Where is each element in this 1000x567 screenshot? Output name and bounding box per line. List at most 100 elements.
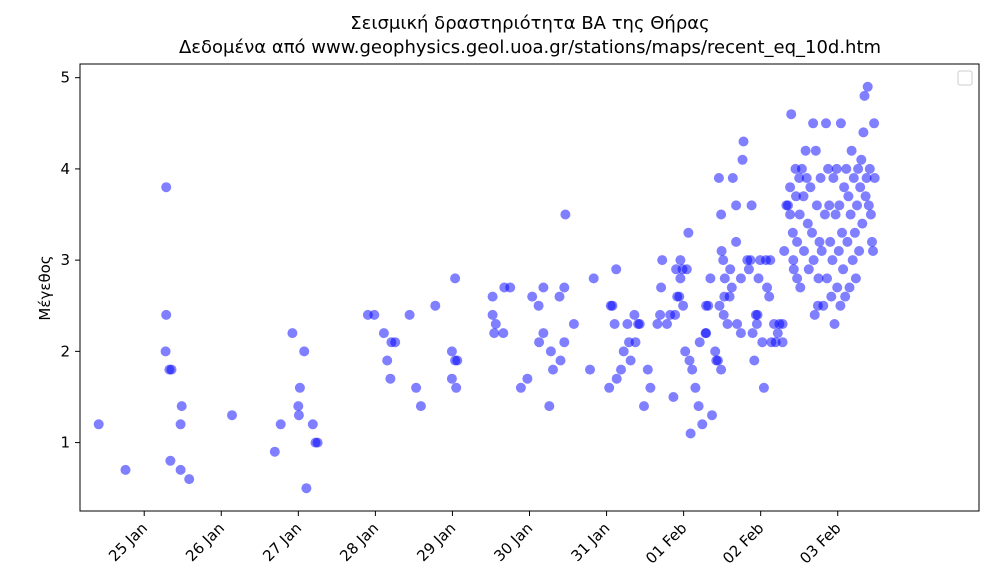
data-point <box>657 255 668 266</box>
data-point <box>120 464 131 475</box>
data-point <box>753 273 764 284</box>
data-point <box>450 273 461 284</box>
data-point <box>175 464 186 475</box>
data-point <box>765 255 776 266</box>
data-point <box>757 337 768 348</box>
x-tick-label: 03 Feb <box>796 519 844 567</box>
data-point <box>824 200 835 211</box>
data-point <box>693 401 704 412</box>
y-tick-label: 3 <box>60 251 70 269</box>
data-point <box>490 319 501 329</box>
data-point <box>227 410 237 421</box>
x-tick-label: 29 Jan <box>413 519 459 565</box>
data-point <box>184 474 195 485</box>
data-point <box>745 255 756 266</box>
data-point <box>716 246 727 256</box>
data-point <box>801 173 812 183</box>
data-point <box>604 382 615 393</box>
data-point <box>548 364 558 375</box>
data-point <box>785 182 796 193</box>
data-point <box>808 255 819 266</box>
data-point <box>762 282 773 293</box>
data-point <box>735 328 746 339</box>
data-point <box>815 173 826 183</box>
data-point <box>299 346 310 357</box>
data-point <box>758 382 769 393</box>
data-point <box>791 191 801 202</box>
data-point <box>675 255 686 266</box>
data-point <box>642 364 653 375</box>
x-tick-label: 31 Jan <box>567 519 613 565</box>
data-point <box>703 300 714 311</box>
data-point <box>867 236 877 247</box>
data-point <box>656 282 667 293</box>
data-point <box>385 373 396 384</box>
data-point <box>819 209 830 220</box>
data-point <box>783 200 793 211</box>
data-point <box>777 337 788 348</box>
data-point <box>611 264 622 275</box>
data-point <box>662 319 672 329</box>
data-point <box>788 264 799 275</box>
data-point <box>860 191 871 202</box>
data-point <box>560 209 571 220</box>
data-point <box>731 200 742 211</box>
data-point <box>849 227 860 238</box>
data-point <box>798 191 809 202</box>
data-point <box>690 382 701 393</box>
data-point <box>859 90 870 101</box>
data-point <box>835 300 846 311</box>
data-point <box>834 200 845 211</box>
data-point <box>722 319 733 329</box>
data-point <box>807 227 817 238</box>
data-point <box>287 328 298 339</box>
data-point <box>813 273 824 284</box>
data-point <box>846 145 857 156</box>
y-tick-label: 4 <box>60 160 70 178</box>
data-point <box>545 346 556 357</box>
data-point <box>805 182 816 193</box>
data-point <box>390 337 401 348</box>
data-point <box>852 200 862 211</box>
data-point <box>792 273 803 284</box>
data-point <box>701 328 712 339</box>
data-point <box>829 319 840 329</box>
data-point <box>718 309 729 320</box>
data-point <box>837 227 847 238</box>
data-point <box>847 255 858 266</box>
data-point <box>869 118 880 129</box>
data-point <box>861 173 872 183</box>
data-point <box>301 483 312 494</box>
data-point <box>555 355 566 366</box>
data-point <box>835 118 846 129</box>
data-point <box>818 300 829 311</box>
data-point <box>716 364 727 375</box>
data-point <box>616 364 626 375</box>
data-point <box>800 145 811 156</box>
x-tick-label: 02 Feb <box>719 519 767 567</box>
data-point <box>687 364 698 375</box>
data-point <box>694 337 705 348</box>
data-point <box>312 437 323 448</box>
data-point <box>446 346 457 357</box>
data-point <box>850 273 861 284</box>
data-point <box>161 309 172 320</box>
data-point <box>731 236 742 247</box>
data-point <box>93 419 104 430</box>
data-point <box>533 300 544 311</box>
data-point <box>378 328 389 339</box>
data-point <box>854 246 865 256</box>
data-point <box>625 355 636 366</box>
data-point <box>786 109 797 120</box>
data-point <box>404 309 415 320</box>
data-point <box>655 309 666 320</box>
data-point <box>630 337 641 348</box>
data-point <box>857 218 868 229</box>
data-point <box>678 300 689 311</box>
data-point <box>848 173 859 183</box>
y-tick-label: 2 <box>60 342 70 360</box>
data-point <box>738 136 749 147</box>
data-point <box>726 282 737 293</box>
data-point <box>862 81 873 92</box>
data-point <box>858 127 869 138</box>
